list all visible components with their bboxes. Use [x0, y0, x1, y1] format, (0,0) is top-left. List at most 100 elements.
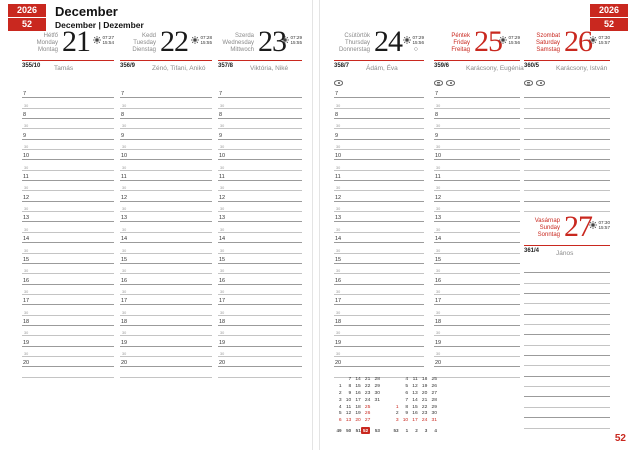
sunrise-time: 07:28 — [200, 35, 213, 40]
note-line — [524, 140, 610, 151]
hour-line: 13 — [120, 212, 212, 223]
mini-calendar-month: 7 14 21 28 1 8 15 22 29 2 9 16 23 30 3 10 17 24 31 4 11 18 25 5… — [332, 377, 380, 435]
sun-icon — [402, 35, 411, 45]
half-hour-line: 30 — [22, 140, 114, 151]
half-hour-label: 30 — [336, 165, 341, 170]
hour-label: 13 — [335, 215, 342, 222]
mini-calendar-day: 17 — [412, 418, 418, 424]
half-hour-label: 30 — [220, 124, 225, 129]
note-line — [524, 284, 610, 295]
half-hour-line: 30 — [120, 243, 212, 254]
day-name-block: Péntek Friday Freitag — [434, 33, 470, 54]
day-name-hu: Vasárnap — [534, 218, 560, 224]
day-name-de: Samstag — [536, 47, 560, 53]
half-hour-label: 30 — [436, 248, 441, 253]
day-name-en: Friday — [453, 40, 470, 46]
mini-calendar-day: 14 — [412, 397, 418, 403]
sunset-time: 15:57 — [598, 40, 611, 46]
note-line — [524, 191, 610, 202]
holiday-icon — [536, 80, 545, 86]
mini-calendar-day: 7 — [405, 397, 409, 403]
note-line — [524, 273, 610, 284]
hour-label: 14 — [219, 236, 226, 243]
mini-calendar-day: 15 — [412, 404, 418, 410]
half-hour-label: 30 — [220, 310, 225, 315]
half-hour-label: 30 — [336, 289, 341, 294]
half-hour-line: 30 — [434, 243, 520, 254]
hour-grid: 7 30 8 30 9 30 10 30 11 30 12 30 13 30 14 30 15 30 16 30 17 3… — [22, 88, 114, 378]
day-column: Hétfő Monday Montag 21 07:27 15:54 355/10 Tamás… — [22, 26, 115, 442]
hour-line: 20 — [218, 357, 302, 368]
mini-calendar-day: 16 — [355, 390, 361, 396]
half-hour-line: 30 — [334, 202, 424, 213]
mini-calendar-row: 2 9 16 23 30 — [389, 411, 437, 418]
day-name-block: Csütörtök Thursday Donnerstag — [334, 33, 370, 54]
day-number: 21 — [62, 25, 91, 58]
half-hour-line — [218, 367, 302, 378]
day-of-year: 360/5 — [524, 63, 540, 69]
half-hour-line: 30 — [434, 347, 520, 357]
half-hour-label: 30 — [122, 186, 127, 191]
ruled-lines — [524, 88, 610, 213]
hour-label: 11 — [219, 174, 225, 181]
holiday-icon — [334, 80, 343, 86]
hour-line: 16 — [434, 274, 520, 285]
day-name-block: Hétfő Monday Montag — [22, 33, 58, 54]
hour-line: 20 — [334, 357, 424, 368]
half-hour-label: 30 — [220, 165, 225, 170]
mini-calendar-day: 11 — [346, 404, 352, 410]
half-hour-label: 30 — [122, 269, 127, 274]
half-hour-label: 30 — [220, 227, 225, 232]
year-week-badge-left: 2026 52 — [8, 4, 46, 31]
page-number: 52 — [614, 433, 626, 444]
hour-line: 8 — [434, 109, 520, 120]
hour-line: 12 — [218, 191, 302, 202]
half-hour-label: 30 — [122, 227, 127, 232]
half-hour-line: 30 — [334, 326, 424, 337]
day-column: Kedd Tuesday Dienstag 22 07:28 15:55 356/9 Zénó… — [120, 26, 213, 442]
hour-line: 7 — [434, 88, 520, 99]
day-number: 26 — [564, 25, 593, 58]
mini-calendar-day: 18 — [355, 404, 361, 410]
half-hour-line: 30 — [334, 243, 424, 254]
hour-line: 18 — [218, 316, 302, 326]
half-hour-label: 30 — [436, 145, 441, 150]
half-hour-line: 30 — [218, 98, 302, 109]
mini-calendar-day: 12 — [412, 383, 418, 389]
half-hour-label: 30 — [436, 310, 441, 315]
half-hour-label: 30 — [24, 310, 29, 315]
hour-label: 12 — [435, 194, 442, 201]
hour-line: 12 — [334, 191, 424, 202]
mini-calendar-row: 1 8 15 22 29 — [389, 405, 437, 412]
hour-label: 7 — [219, 91, 223, 98]
mini-calendar-day: 7 — [348, 377, 352, 382]
half-hour-label: 30 — [436, 269, 441, 274]
hour-line: 16 — [334, 274, 424, 285]
hour-grid: 7 30 8 30 9 30 10 30 11 30 12 30 13 30 14 30 15 30 16 30 17 3… — [218, 88, 302, 378]
mini-calendar-row: 3 10 17 24 31 — [389, 418, 437, 425]
hour-line: 20 — [120, 357, 212, 368]
half-hour-line: 30 — [120, 119, 212, 130]
month-subtitle: December | Dezember — [55, 20, 144, 30]
name-day-names: János — [556, 250, 574, 257]
mini-calendar-day: 31 — [431, 418, 437, 424]
mini-calendar-day: 24 — [421, 418, 428, 424]
hour-line: 14 — [120, 233, 212, 244]
half-hour-label: 30 — [24, 145, 29, 150]
hour-label: 15 — [219, 256, 226, 263]
sunset-time: 15:54 — [102, 40, 115, 46]
half-hour-line: 30 — [218, 202, 302, 213]
mini-calendar-day: 13 — [345, 418, 352, 424]
mini-calendar-day: 9 — [405, 411, 409, 417]
hour-line: 10 — [218, 150, 302, 161]
sun-icon — [92, 35, 101, 45]
week-number: 52 — [360, 427, 371, 435]
mini-calendar-day: 5 — [405, 383, 409, 389]
hour-label: 13 — [219, 215, 226, 222]
half-hour-label: 30 — [220, 186, 225, 191]
day-number: 22 — [160, 25, 189, 58]
half-hour-label: 30 — [24, 269, 29, 274]
mini-calendar-day: 3 — [338, 397, 342, 403]
mini-calendar-day: 27 — [364, 418, 371, 424]
hour-line: 17 — [218, 295, 302, 306]
